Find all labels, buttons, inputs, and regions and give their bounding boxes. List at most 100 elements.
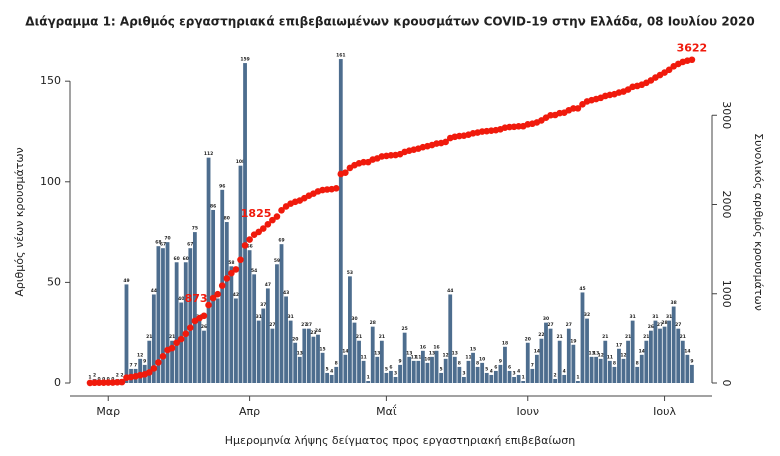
line-point [442, 138, 449, 146]
bar [525, 342, 530, 383]
bar [667, 320, 672, 383]
line-point [332, 185, 340, 192]
bar-value-label: 42 [233, 292, 239, 298]
bar [247, 250, 252, 383]
bar-value-label: 20 [292, 336, 298, 342]
bar-value-label: 96 [219, 183, 225, 189]
line-value-label: 873 [185, 292, 208, 305]
bar-value-label: 21 [379, 334, 385, 340]
bar-value-label: 27 [301, 322, 307, 328]
bar-value-label: 31 [256, 314, 262, 320]
bar-value-label: 13 [452, 350, 458, 356]
bar-value-label: 3 [462, 370, 465, 376]
bar-value-label: 13 [593, 350, 599, 356]
line-point [574, 105, 582, 112]
bar [503, 346, 507, 383]
y2-tick-label: 1000 [720, 280, 733, 308]
bar-value-label: 59 [274, 258, 280, 264]
bar [452, 356, 457, 383]
bar-value-label: 16 [420, 344, 426, 350]
bar [576, 380, 580, 383]
bar [489, 374, 494, 383]
line-point [209, 294, 217, 302]
y-tick-label: 50 [47, 275, 61, 288]
line-point [150, 365, 158, 372]
bar-value-label: 9 [690, 358, 693, 364]
line-value-label: 1825 [241, 207, 272, 220]
bar [384, 372, 389, 383]
bar-value-label: 21 [643, 334, 649, 340]
bar-value-label: 2 [554, 372, 557, 378]
bar-value-label: 11 [607, 354, 613, 360]
bar-value-label: 2 [120, 372, 123, 378]
bar-value-label: 10 [424, 356, 430, 362]
bar [430, 356, 434, 383]
line-point [173, 339, 180, 347]
y2-tick-label: 0 [720, 380, 733, 387]
bar [202, 330, 206, 383]
y2-tick-label: 3000 [720, 101, 733, 129]
bar-value-label: 9 [399, 358, 402, 364]
bar-value-label: 5 [385, 366, 388, 372]
bar [224, 222, 229, 383]
bar-value-label: 12 [598, 352, 604, 358]
bar-value-label: 6 [508, 364, 511, 370]
bar-value-label: 2 [93, 372, 96, 378]
bar-value-label: 58 [228, 260, 234, 266]
bar [402, 332, 407, 383]
bar-value-label: 11 [465, 354, 471, 360]
bar-value-label: 161 [336, 53, 345, 59]
bar [685, 354, 690, 383]
bar [648, 330, 653, 383]
line-point [155, 359, 162, 366]
line-point [205, 301, 212, 309]
bar [539, 338, 544, 383]
bar [662, 326, 667, 383]
bar [530, 368, 535, 383]
bar-value-label: 32 [584, 312, 590, 318]
bar-value-label: 4 [517, 368, 520, 374]
bar [548, 328, 553, 383]
bar [425, 362, 430, 383]
line-point [187, 324, 194, 331]
bar [320, 352, 325, 383]
bar [398, 364, 402, 383]
bar [147, 340, 152, 383]
bar [197, 320, 202, 383]
bar [493, 370, 498, 383]
bar [284, 296, 288, 383]
bar [279, 244, 284, 383]
bar-value-label: 8 [613, 360, 616, 366]
bar [480, 362, 485, 383]
bar-value-label: 8 [636, 360, 639, 366]
bar-value-label: 5 [440, 366, 443, 372]
bar [234, 298, 238, 383]
chart-title: Διάγραμμα 1: Αριθμός εργαστηριακά επιβεβ… [25, 15, 754, 29]
bar [275, 264, 279, 383]
bar-value-label: 54 [251, 268, 257, 274]
bar [626, 340, 630, 383]
bar [352, 322, 357, 383]
bar-value-label: 40 [178, 296, 184, 302]
bar-value-label: 14 [534, 348, 540, 354]
x-tick-label: Ιουν [517, 405, 539, 418]
line-point [145, 369, 153, 376]
bar-value-label: 69 [278, 238, 284, 244]
bar [151, 294, 156, 383]
line-point [278, 207, 285, 214]
bar [297, 356, 302, 383]
line-point [515, 123, 522, 130]
bar-value-label: 21 [356, 334, 362, 340]
bar [270, 328, 275, 383]
line-point [264, 221, 272, 228]
line-point [200, 312, 208, 320]
bar [434, 350, 439, 383]
bar-value-label: 8 [476, 360, 479, 366]
bar-value-label: 2 [116, 372, 119, 378]
bar-value-label: 19 [570, 338, 576, 344]
bar [407, 356, 412, 383]
bar [293, 342, 298, 383]
bar [366, 380, 371, 383]
bar [607, 360, 612, 383]
